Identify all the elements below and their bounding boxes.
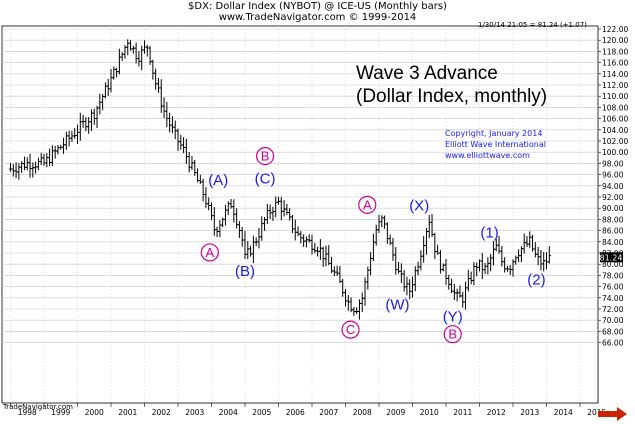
x-tick-label: 2012 (487, 408, 506, 417)
y-tick-label: 108.00 (602, 103, 628, 112)
svg-text:B: B (261, 149, 270, 164)
x-tick-label: 2006 (286, 408, 305, 417)
y-tick-label: 72.00 (602, 305, 624, 314)
y-tick-label: 94.00 (602, 182, 624, 191)
scroll-right-arrow[interactable] (598, 407, 627, 421)
x-tick-label: 2013 (520, 408, 539, 417)
x-tick-label: 2014 (554, 408, 573, 417)
y-tick-label: 114.00 (602, 70, 628, 79)
y-tick-label: 70.00 (602, 316, 624, 325)
last-price-value: 81.24 (600, 253, 623, 262)
y-tick-label: 86.00 (602, 227, 624, 236)
y-tick-label: 84.00 (602, 238, 624, 247)
copyright-line-1: Copyright, January 2014 (445, 129, 543, 138)
y-tick-label: 88.00 (602, 215, 624, 224)
x-tick-label: 2005 (252, 408, 271, 417)
y-tick-label: 104.00 (602, 126, 628, 135)
y-tick-label: 98.00 (602, 159, 624, 168)
y-tick-label: 90.00 (602, 204, 624, 213)
x-tick-label: 2007 (319, 408, 338, 417)
copyright-line-2: Elliott Wave International (445, 140, 546, 149)
x-tick-label: 2001 (118, 408, 137, 417)
chart-header-source: www.TradeNavigator.com © 1999-2014 (218, 12, 417, 23)
y-tick-label: 76.00 (602, 283, 624, 292)
y-tick-label: 80.00 (602, 260, 624, 269)
y-tick-label: 110.00 (602, 92, 628, 101)
x-tick-label: 2000 (85, 408, 104, 417)
wave-label: (W) (385, 297, 409, 314)
svg-text:A: A (363, 197, 372, 212)
grid (2, 26, 598, 403)
chart-title-line-2: (Dollar Index, monthly) (356, 86, 548, 107)
chart-header-symbol: $DX: Dollar Index (NYBOT) @ ICE-US (Mont… (188, 1, 447, 12)
svg-text:B: B (448, 327, 457, 342)
x-tick-label: 1998 (18, 408, 37, 417)
y-tick-label: 74.00 (602, 294, 624, 303)
ohlc-bar (547, 246, 551, 264)
y-tick-label: 68.00 (602, 327, 624, 336)
y-tick-label: 106.00 (602, 115, 628, 124)
wave-label: (1) (480, 224, 498, 241)
wave-label: (X) (409, 197, 429, 214)
wave-label-circled: C (341, 320, 360, 339)
y-tick-label: 112.00 (602, 81, 628, 90)
x-tick-label: 2003 (185, 408, 204, 417)
wave-label: (Y) (443, 308, 463, 325)
wave-label: (B) (235, 263, 255, 280)
wave-label-circled: B (443, 325, 462, 344)
y-tick-label: 122.00 (602, 25, 628, 34)
chart-title-line-1: Wave 3 Advance (356, 63, 498, 84)
wave-label-circled: A (358, 195, 377, 214)
y-tick-label: 116.00 (602, 59, 628, 68)
ohlc-bars (8, 39, 551, 320)
x-tick-label: 2004 (219, 408, 238, 417)
y-tick-label: 66.00 (602, 339, 624, 348)
wave-label: (A) (208, 172, 228, 189)
svg-text:C: C (346, 322, 355, 337)
plot-area (1, 25, 599, 404)
y-tick-label: 100.00 (602, 148, 628, 157)
last-price-tag: 81.24 (600, 252, 623, 262)
x-tick-label: 2015 (587, 408, 606, 417)
y-tick-label: 118.00 (602, 47, 628, 56)
x-tick-label: 2011 (453, 408, 472, 417)
wave-label-circled: A (200, 243, 219, 262)
y-tick-label: 102.00 (602, 137, 628, 146)
svg-text:A: A (205, 245, 214, 260)
x-tick-label: 2009 (386, 408, 405, 417)
x-tick-label: 2008 (353, 408, 372, 417)
y-axis: 66.00 68.00 70.00 72.00 74.00 76.00 78.00 80.00… (598, 25, 628, 348)
y-tick-label: 92.00 (602, 193, 624, 202)
y-tick-label: 96.00 (602, 171, 624, 180)
x-tick-label: 2010 (420, 408, 439, 417)
y-tick-label: 120.00 (602, 36, 628, 45)
last-quote-line: 1/30/14 21:05 = 81.24 (+1.07) (478, 21, 587, 29)
x-tick-label: 2002 (152, 408, 171, 417)
wave-label: (2) (527, 271, 545, 288)
y-tick-label: 78.00 (602, 271, 624, 280)
brand-watermark: TradeNavigator.com (3, 403, 73, 411)
wave-labels: A (A) (B) B (C) C A (W) (X) (Y) B (1) (2) (200, 147, 546, 344)
wave-label-circled: B (256, 147, 275, 166)
wave-label: (C) (255, 171, 276, 188)
x-axis: 1998 1999 2000 2001 2002 2003 2004 2005 2006 2007… (10, 403, 607, 417)
copyright-link[interactable]: www.elliottwave.com (445, 151, 530, 160)
x-tick-label: 1999 (51, 408, 70, 417)
